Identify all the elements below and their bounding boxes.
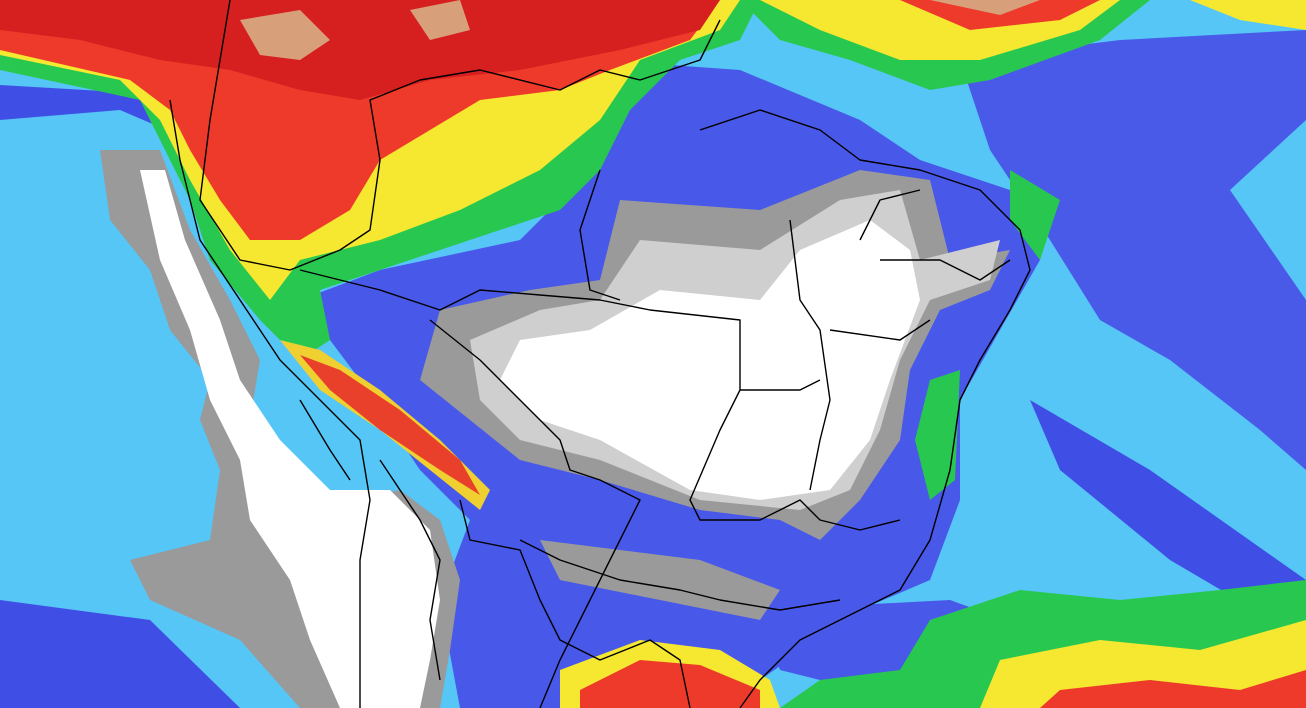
border-line xyxy=(459,499,691,708)
border-line xyxy=(519,539,841,611)
precip-band xyxy=(1030,400,1306,640)
precip-band xyxy=(240,0,470,60)
precip-band xyxy=(0,0,720,100)
precip-band xyxy=(915,170,1060,500)
border-line xyxy=(740,189,1011,491)
dry-area xyxy=(140,170,440,708)
dry-area xyxy=(500,220,920,500)
precip-band xyxy=(580,660,760,708)
precip-band xyxy=(930,0,1040,15)
precip-band xyxy=(960,30,1306,470)
border-line xyxy=(429,319,641,708)
precip-band xyxy=(0,600,240,708)
border-line xyxy=(199,0,721,271)
border-line xyxy=(299,399,441,681)
border-line xyxy=(699,109,1031,708)
border-line xyxy=(579,169,621,301)
precip-band xyxy=(980,620,1306,708)
precip-band xyxy=(1190,0,1306,30)
precip-band xyxy=(300,355,480,495)
border-line xyxy=(169,99,371,708)
precip-band xyxy=(1040,670,1306,708)
